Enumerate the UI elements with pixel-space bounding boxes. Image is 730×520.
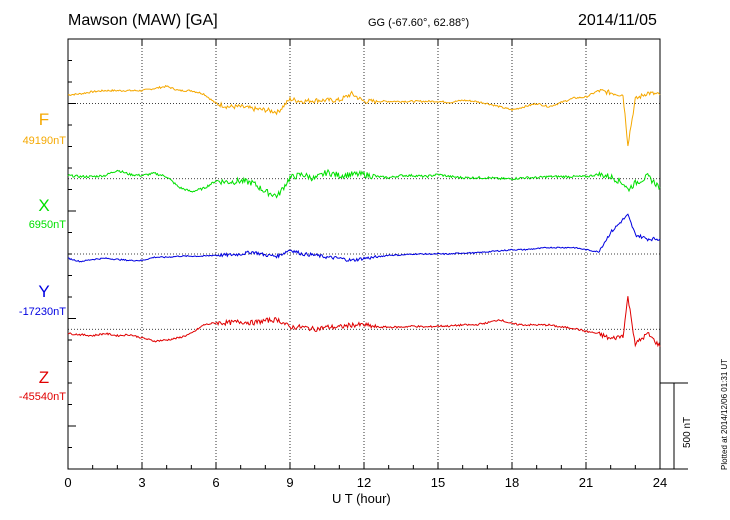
station-coordinates: GG (-67.60°, 62.88°) — [368, 17, 470, 29]
x-tick-label: 3 — [138, 475, 145, 490]
series-line-z — [67, 296, 661, 348]
station-title: Mawson (MAW) [GA] — [68, 12, 218, 29]
component-label-x: X — [38, 196, 50, 215]
component-label-z: Z — [38, 368, 50, 387]
baseline-label-y: -17230nT — [18, 306, 66, 318]
series-line-y — [67, 213, 661, 263]
baseline-label-x: 6950nT — [28, 219, 66, 231]
baseline-label-f: 49190nT — [22, 135, 66, 147]
component-label-f: F — [38, 110, 50, 129]
series-layer — [67, 84, 661, 348]
x-tick-label: 0 — [64, 475, 71, 490]
component-label-y: Y — [38, 282, 50, 301]
chart-date: 2014/11/05 — [578, 12, 657, 29]
grid-layer — [141, 39, 587, 469]
tick-layer: 0 3 6 9 12 15 18 21 24 — [64, 38, 667, 490]
x-tick-label: 21 — [579, 475, 593, 490]
x-tick-label: 24 — [653, 475, 667, 490]
x-tick-label: 12 — [357, 475, 371, 490]
x-axis-label: U T (hour) — [332, 491, 391, 506]
x-tick-label: 18 — [505, 475, 519, 490]
scale-bar — [660, 382, 688, 470]
x-tick-label: 6 — [212, 475, 219, 490]
x-tick-label: 15 — [431, 475, 445, 490]
baseline-label-z: -45540nT — [18, 391, 66, 403]
plot-frame — [67, 38, 661, 470]
series-line-x — [67, 168, 661, 199]
scale-bar-label: 500 nT — [682, 416, 693, 448]
plotted-timestamp: Plotted at 2014/12/06 01:31 UT — [720, 358, 729, 470]
series-line-f — [67, 84, 661, 147]
x-tick-label: 9 — [286, 475, 293, 490]
